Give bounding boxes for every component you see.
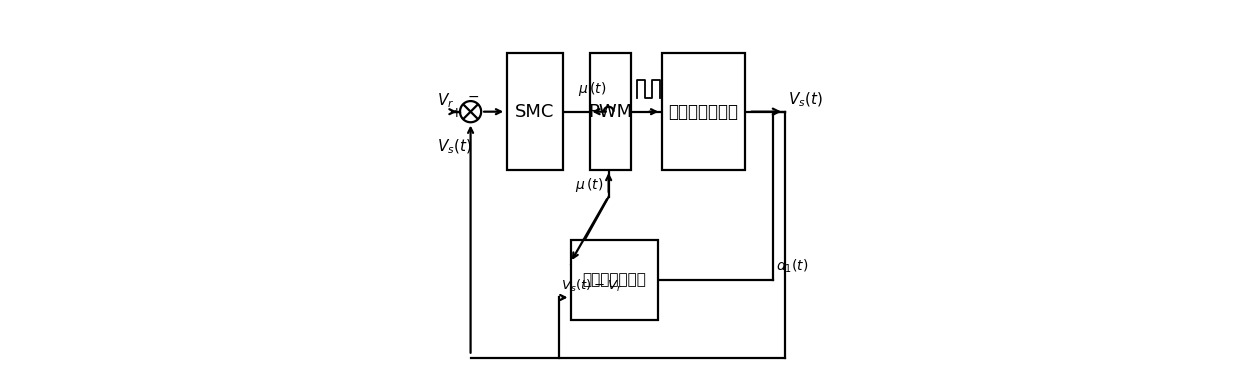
Text: $-$: $-$ bbox=[467, 89, 480, 103]
Text: PWM: PWM bbox=[589, 103, 632, 121]
Text: $V_r$: $V_r$ bbox=[438, 91, 455, 110]
Text: $\mu\,(t)$: $\mu\,(t)$ bbox=[578, 80, 606, 98]
Text: SMC: SMC bbox=[515, 103, 554, 121]
Text: $V_s(t)$: $V_s(t)$ bbox=[789, 90, 823, 108]
Bar bbox=[570, 240, 658, 320]
Text: $d_1(t)$: $d_1(t)$ bbox=[776, 258, 808, 276]
Bar bbox=[590, 53, 631, 170]
Text: $\mu\,(t)$: $\mu\,(t)$ bbox=[574, 176, 603, 194]
Bar bbox=[506, 53, 563, 170]
Text: $V_s(t)-V_r$: $V_s(t)-V_r$ bbox=[562, 278, 622, 295]
Bar bbox=[662, 53, 745, 170]
Text: 直流降压转换器: 直流降压转换器 bbox=[668, 103, 738, 121]
Text: $V_s(t)$: $V_s(t)$ bbox=[438, 137, 472, 156]
Text: $+$: $+$ bbox=[450, 106, 463, 120]
Text: 扩张状态观测器: 扩张状态观测器 bbox=[583, 273, 646, 288]
